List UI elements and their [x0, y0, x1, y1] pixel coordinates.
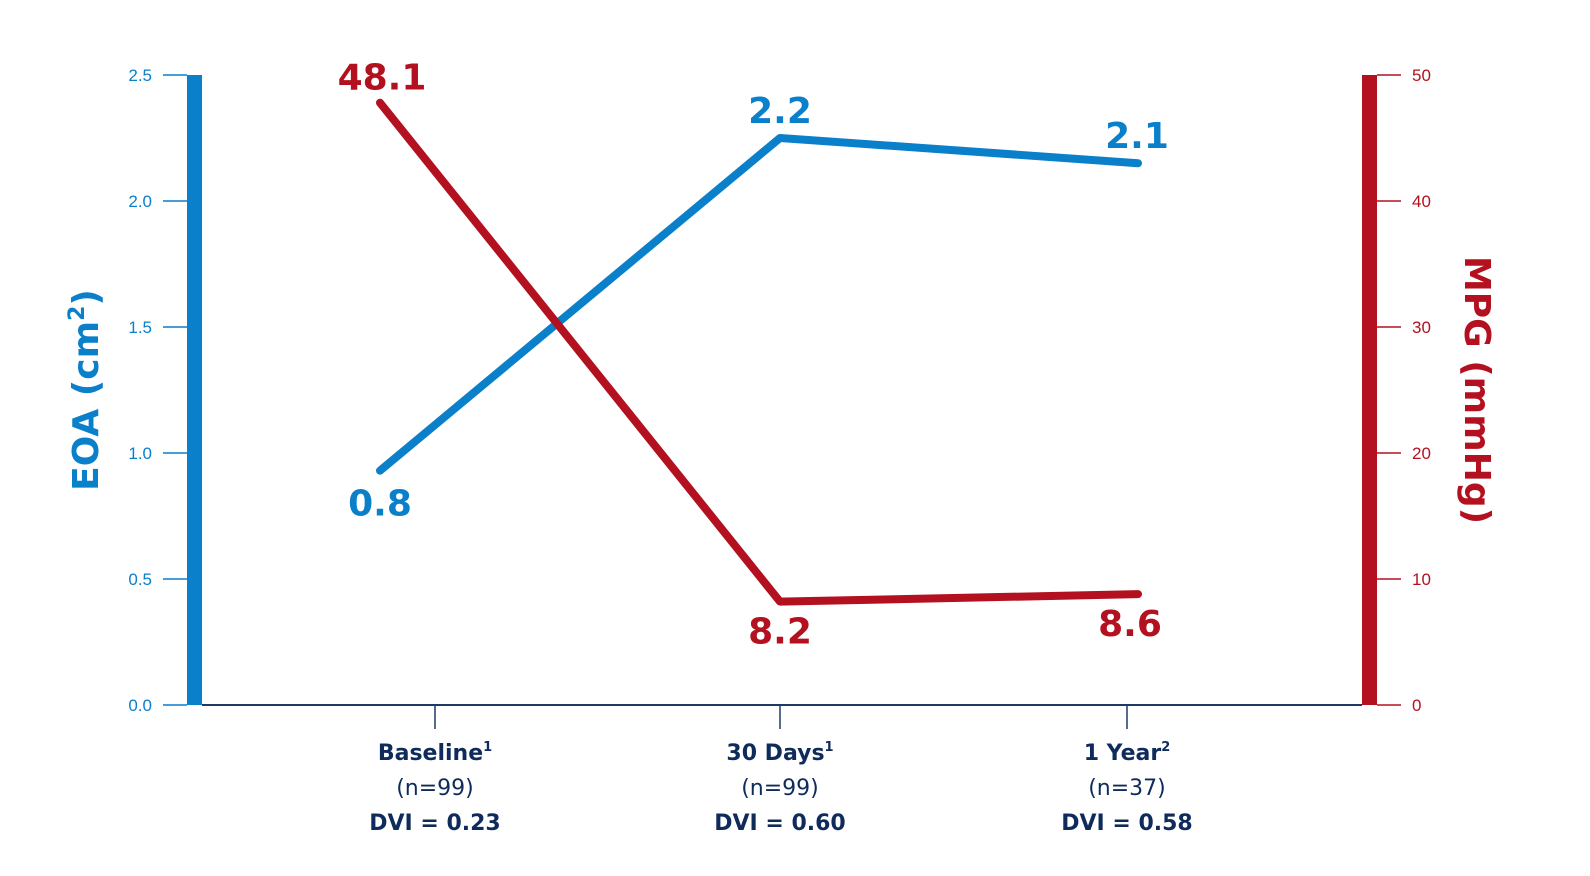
category-label: 30 Days1: [726, 740, 833, 766]
left-axis-bar: [187, 75, 202, 705]
right-tick-label: 0: [1412, 696, 1421, 715]
right-axis-title: MPG (mmHg): [1456, 256, 1497, 524]
right-tick-label: 20: [1412, 444, 1431, 463]
data-label-left-2: 2.1: [1105, 116, 1169, 157]
data-label-right-1: 8.2: [748, 612, 812, 653]
left-tick-label: 1.0: [128, 444, 152, 463]
right-tick-label: 50: [1412, 66, 1431, 85]
right-tick-label: 10: [1412, 570, 1431, 589]
category-n: (n=37): [1088, 776, 1166, 801]
category-name: 1 Year: [1084, 741, 1162, 766]
category-dvi: DVI = 0.23: [369, 811, 501, 836]
left-axis-title-sup: 2: [65, 306, 90, 321]
left-axis-title-end: ): [66, 289, 107, 305]
left-axis-title: EOA (cm2): [65, 289, 107, 491]
data-label-right-0: 48.1: [338, 58, 427, 99]
left-tick-label: 0.0: [128, 696, 152, 715]
left-tick-label: 2.5: [128, 66, 152, 85]
category-superscript: 1: [825, 740, 834, 755]
category-label: 1 Year2: [1084, 740, 1171, 766]
data-label-left-0: 0.8: [348, 484, 412, 525]
left-tick-label: 2.0: [128, 192, 152, 211]
data-label-left-1: 2.2: [748, 91, 812, 132]
category-name: 30 Days: [726, 741, 824, 766]
category-n: (n=99): [396, 776, 474, 801]
category-superscript: 1: [483, 740, 492, 755]
category-dvi: DVI = 0.58: [1061, 811, 1193, 836]
left-tick-label: 0.5: [128, 570, 152, 589]
category-dvi: DVI = 0.60: [714, 811, 846, 836]
data-label-right-2: 8.6: [1098, 604, 1162, 645]
series-line-left: [376, 134, 1142, 475]
series-line-right: [376, 98, 1142, 606]
left-axis-title-main: EOA (cm: [66, 321, 107, 491]
category-superscript: 2: [1161, 740, 1170, 755]
right-tick-label: 40: [1412, 192, 1431, 211]
category-label: Baseline1: [378, 740, 492, 766]
category-name: Baseline: [378, 741, 483, 766]
category-n: (n=99): [741, 776, 819, 801]
right-axis-bar: [1362, 75, 1377, 705]
right-tick-label: 30: [1412, 318, 1431, 337]
left-tick-label: 1.5: [128, 318, 152, 337]
